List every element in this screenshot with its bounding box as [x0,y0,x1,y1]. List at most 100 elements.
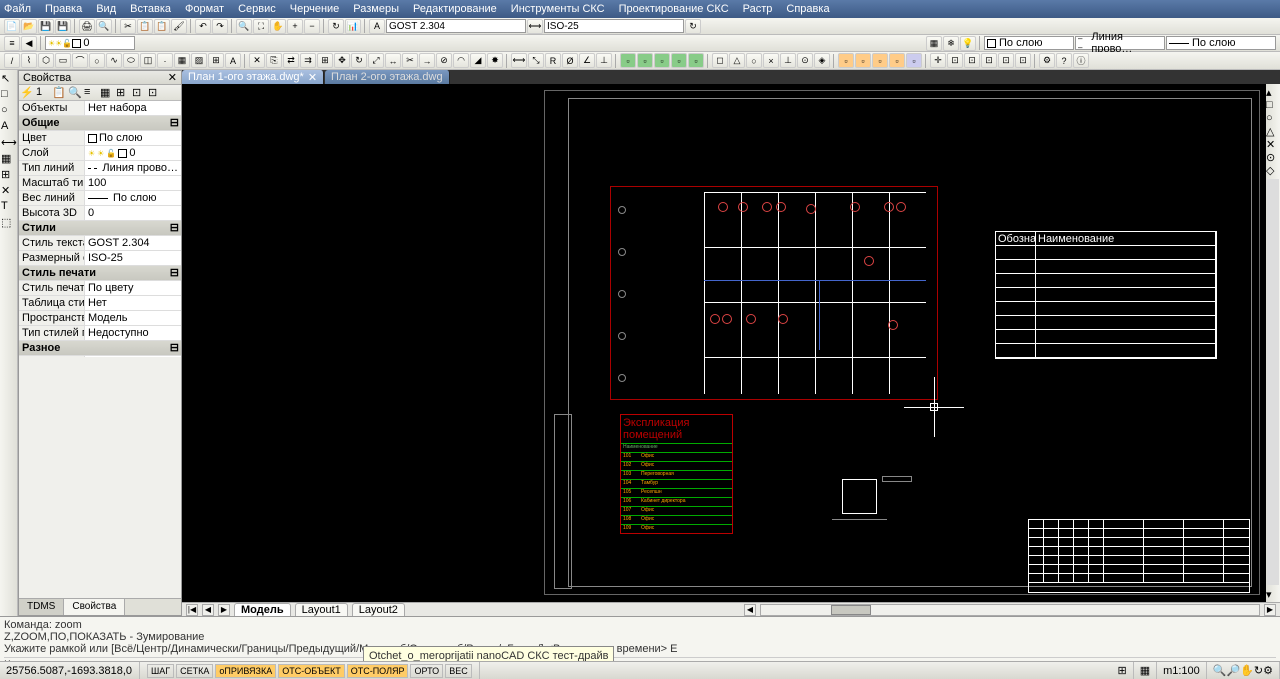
mod-array-icon[interactable]: ⊞ [317,53,333,68]
sks-2-icon[interactable]: ▫ [637,53,653,68]
hatch-icon[interactable]: ▦ [174,53,190,68]
table-icon[interactable]: ⊞ [208,53,224,68]
props-section-header[interactable]: Общие⊟ [19,116,181,131]
vtool-5-icon[interactable]: ⟷ [1,136,16,151]
props-tool-5-icon[interactable]: ≡ [84,86,99,99]
arc-icon[interactable]: ⌒ [72,53,88,68]
props-close-icon[interactable]: ✕ [168,71,177,84]
rtool-2-icon[interactable]: □ [1266,99,1278,111]
drawing-viewport[interactable]: ОбозначениеНаименованиеЭкспликация помещ… [182,84,1280,602]
vtool-6-icon[interactable]: ▦ [1,152,16,167]
status-zoom-out-icon[interactable]: 🔎 [1227,664,1241,677]
new-file-icon[interactable]: 📄 [4,19,20,34]
zoom-out-icon[interactable]: − [304,19,320,34]
menu-service[interactable]: Сервис [238,3,276,15]
props-row-value[interactable]: По слою [85,191,181,205]
tab-nav-prev-icon[interactable]: ◀ [202,604,214,616]
dim-angular-icon[interactable]: ∠ [579,53,595,68]
text-style-icon[interactable]: A [369,19,385,34]
props-tool-3-icon[interactable]: 📋 [52,86,67,99]
pan-icon[interactable]: ✋ [270,19,286,34]
menu-insert[interactable]: Вставка [130,3,171,15]
view-side-icon[interactable]: ⊡ [981,53,997,68]
rtool-down-icon[interactable]: ▾ [1266,588,1278,600]
layout2-tab[interactable]: Layout2 [352,603,405,616]
sks-e-icon[interactable]: ▫ [906,53,922,68]
tab-nav-next-icon[interactable]: ▶ [218,604,230,616]
dim-aligned-icon[interactable]: ⤡ [528,53,544,68]
save-icon[interactable]: 💾 [38,19,54,34]
about-icon[interactable]: ⓘ [1073,53,1089,68]
mod-move-icon[interactable]: ✥ [334,53,350,68]
osnap-end-icon[interactable]: ◻ [712,53,728,68]
mod-explode-icon[interactable]: ✸ [487,53,503,68]
status-toggle-сетка[interactable]: СЕТКА [176,664,213,678]
status-zoom-in-icon[interactable]: 🔍 [1213,664,1227,677]
rtool-1-icon[interactable]: ▴ [1266,86,1278,98]
line-icon[interactable]: / [4,53,20,68]
props-tool-1-icon[interactable]: ⚡ [20,86,35,99]
props-row-value[interactable]: ISO-25 [85,251,181,265]
copy-icon[interactable]: 📋 [137,19,153,34]
rtool-7-icon[interactable]: ◇ [1266,164,1278,176]
menu-editing[interactable]: Редактирование [413,3,497,15]
layer-manager-icon[interactable]: ≡ [4,36,20,51]
zoom-window-icon[interactable]: 🔍 [236,19,252,34]
menu-dimensions[interactable]: Размеры [353,3,399,15]
menu-sks-tools[interactable]: Инструменты СКС [511,3,605,15]
color-combo[interactable]: По слою [984,36,1074,50]
vtool-4-icon[interactable]: A [1,120,16,135]
layout1-tab[interactable]: Layout1 [295,603,348,616]
status-toggle-отс-поляр[interactable]: ОТС-ПОЛЯР [347,664,409,678]
props-section-header[interactable]: Стили⊟ [19,221,181,236]
sks-5-icon[interactable]: ▫ [688,53,704,68]
collapse-icon[interactable]: ⊟ [170,221,179,235]
menu-edit[interactable]: Правка [45,3,82,15]
props-tool-2-icon[interactable]: 1 [36,86,51,99]
mod-chamfer-icon[interactable]: ◢ [470,53,486,68]
osnap-mid-icon[interactable]: △ [729,53,745,68]
status-scale[interactable]: m1:100 [1157,662,1207,679]
sks-b-icon[interactable]: ▫ [855,53,871,68]
text-style-combo[interactable] [386,19,526,33]
zoom-in-icon[interactable]: + [287,19,303,34]
vscrollbar[interactable] [1267,179,1279,585]
vtool-2-icon[interactable]: □ [1,88,16,103]
status-toggle-опривязка[interactable]: оПРИВЯЗКА [215,664,276,678]
menu-view[interactable]: Вид [96,3,116,15]
help-icon[interactable]: ? [1056,53,1072,68]
status-pan-icon[interactable]: ✋ [1240,664,1254,677]
props-row-value[interactable]: Линия прово… [85,161,181,175]
region-icon[interactable]: ▨ [191,53,207,68]
mod-fillet-icon[interactable]: ◠ [453,53,469,68]
point-icon[interactable]: · [157,53,173,68]
rtool-3-icon[interactable]: ○ [1266,112,1278,124]
status-regen-icon[interactable]: ↻ [1254,664,1263,677]
sks-c-icon[interactable]: ▫ [872,53,888,68]
preview-icon[interactable]: 🔍 [96,19,112,34]
undo-icon[interactable]: ↶ [195,19,211,34]
layer-off-icon[interactable]: 💡 [960,36,976,51]
sks-3-icon[interactable]: ▫ [654,53,670,68]
props-row-value[interactable]: Модель [85,311,181,325]
circle-icon[interactable]: ○ [89,53,105,68]
status-icon-2[interactable]: ▦ [1134,662,1157,679]
command-input[interactable] [56,659,1276,661]
dim-linear-icon[interactable]: ⟷ [511,53,527,68]
view-iso-icon[interactable]: ⊡ [998,53,1014,68]
rtool-5-icon[interactable]: ✕ [1266,138,1278,150]
props-tool-8-icon[interactable]: ⊡ [132,86,147,99]
collapse-icon[interactable]: ⊟ [170,341,179,355]
linetype-combo[interactable]: – – Линия прово… [1075,36,1165,50]
mod-scale-icon[interactable]: ⤢ [368,53,384,68]
dim-style-icon[interactable]: ⟷ [527,19,543,34]
osnap-int-icon[interactable]: × [763,53,779,68]
redo-icon[interactable]: ↷ [212,19,228,34]
props-tool-6-icon[interactable]: ▦ [100,86,115,99]
osnap-cen-icon[interactable]: ○ [746,53,762,68]
props-row-value[interactable]: По слою [85,131,181,145]
props-row-value[interactable]: Недоступно [85,326,181,340]
open-file-icon[interactable]: 📂 [21,19,37,34]
props-object-value[interactable]: Нет набора [85,101,181,115]
props-row-value[interactable]: 0 [85,206,181,220]
